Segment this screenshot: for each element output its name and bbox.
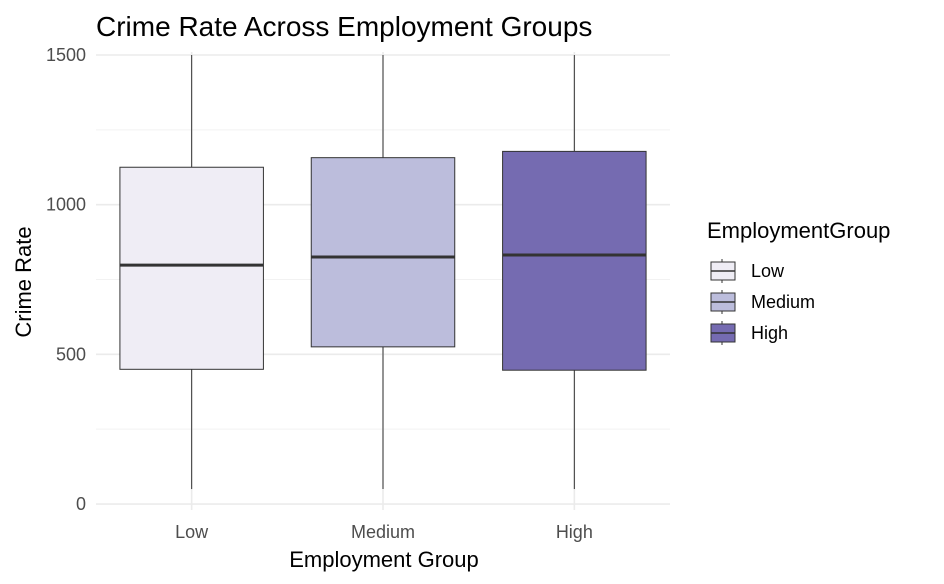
y-tick-label: 1500 [46,45,86,65]
legend-item-medium: Medium [710,290,815,314]
y-tick-label: 0 [76,494,86,514]
box-high [502,54,647,490]
box-low [119,54,264,490]
legend-label: Medium [751,292,815,312]
x-tick-label: High [556,522,593,542]
chart-title: Crime Rate Across Employment Groups [96,11,592,42]
x-tick-label: Low [175,522,209,542]
y-tick-label: 1000 [46,195,86,215]
box-body [119,166,264,370]
box-body [502,150,647,371]
legend-item-high: High [710,321,788,345]
boxes [119,54,647,490]
box-medium [310,54,456,490]
y-axis-ticks: 0 500 1000 1500 [46,45,86,514]
x-tick-label: Medium [351,522,415,542]
legend-item-low: Low [710,259,785,283]
x-axis-ticks: Low Medium High [175,522,593,542]
y-axis-title: Crime Rate [11,226,36,337]
box-body [310,157,456,348]
legend-title: EmploymentGroup [707,218,890,243]
legend-label: High [751,323,788,343]
x-axis-title: Employment Group [289,547,479,572]
y-tick-label: 500 [56,344,86,364]
legend: EmploymentGroup Low Medium High [707,218,890,345]
legend-label: Low [751,261,785,281]
